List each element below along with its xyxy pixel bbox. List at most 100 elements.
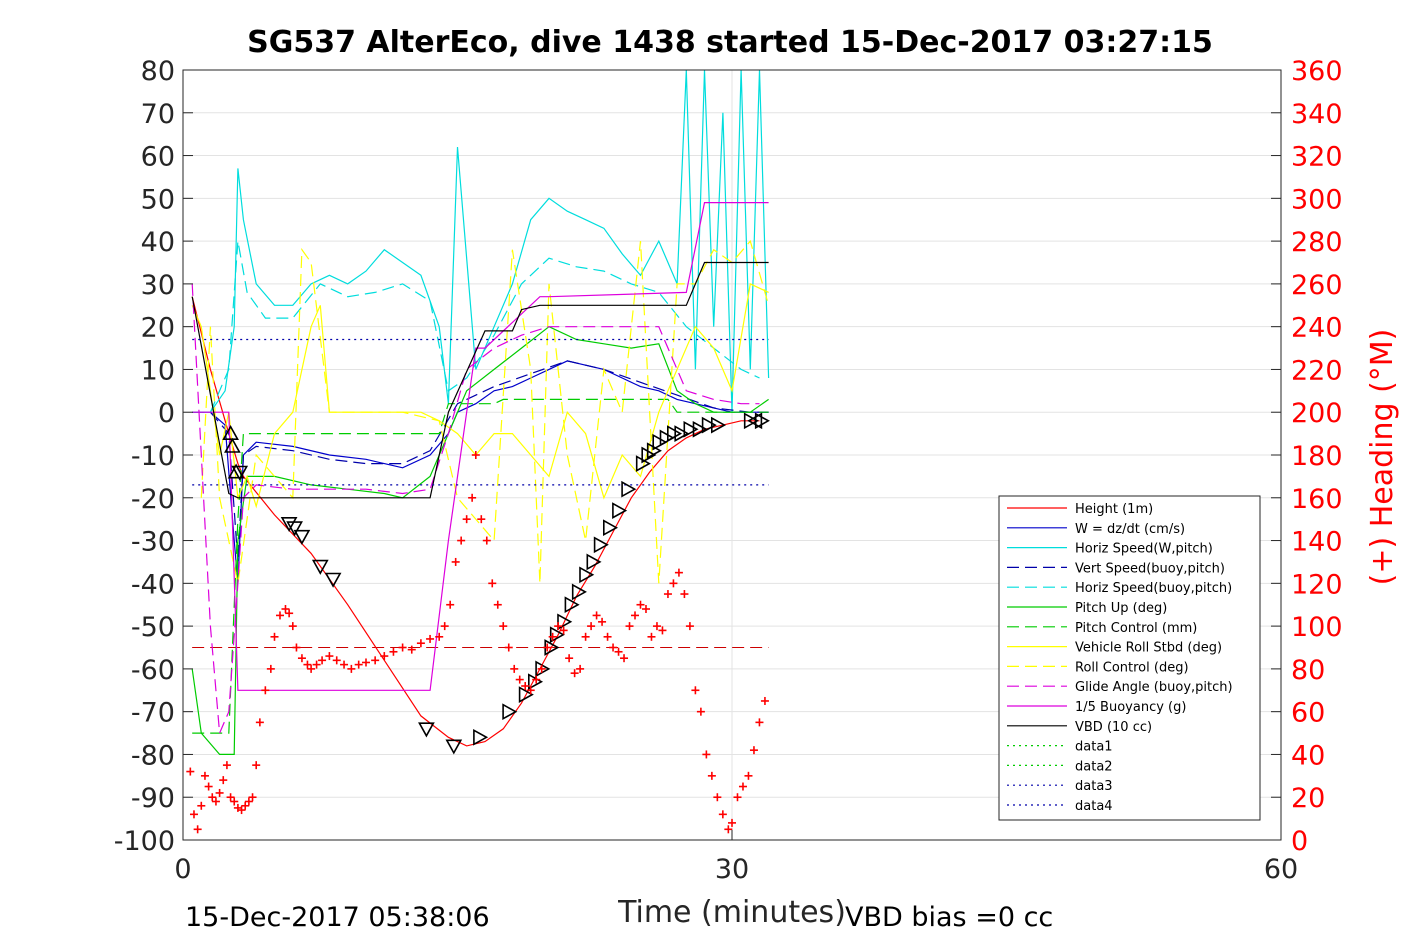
- y-tick-label: -60: [131, 655, 175, 686]
- heading-point: [718, 810, 727, 819]
- heading-point: [416, 639, 425, 648]
- heading-point: [325, 652, 334, 661]
- height-marker: [418, 722, 435, 738]
- height-marker: [586, 553, 602, 571]
- height-marker: [227, 463, 245, 479]
- heading-point: [241, 801, 250, 810]
- x-axis-ticks: 0 30 60: [174, 830, 1298, 885]
- series-line-9: [191, 283, 760, 734]
- series-line-1: [192, 360, 769, 584]
- heading-point: [609, 643, 618, 652]
- heading-point: [208, 793, 217, 802]
- height-marker: [659, 429, 675, 447]
- heading-point: [581, 632, 590, 641]
- y-tick-label: 80: [141, 56, 175, 87]
- height-marker: [652, 433, 668, 451]
- height-marker: [612, 502, 628, 519]
- heading-point: [570, 669, 579, 678]
- series-line-6: [192, 398, 769, 734]
- y-tick-label: 50: [141, 184, 175, 215]
- series-layer: [191, 69, 770, 756]
- legend-label: Pitch Up (deg): [1075, 601, 1167, 616]
- heading-point: [407, 645, 416, 654]
- height-marker: [621, 480, 637, 498]
- heading-point: [587, 622, 596, 631]
- series-line-4: [192, 240, 760, 413]
- legend-label: Glide Angle (buoy,pitch): [1075, 680, 1233, 695]
- legend-box: [998, 495, 1261, 821]
- height-marker: [743, 412, 759, 430]
- heading-point: [266, 664, 275, 673]
- heading-point: [285, 609, 294, 618]
- heading-point: [457, 536, 466, 545]
- heading-point: [620, 654, 629, 663]
- height-marker: [224, 437, 241, 453]
- heading-point: [193, 825, 202, 834]
- heading-point: [340, 660, 349, 669]
- x-tick-label: 30: [715, 854, 749, 885]
- heading-point: [636, 600, 645, 609]
- heading-point: [226, 793, 235, 802]
- heading-point: [669, 579, 678, 588]
- legend-label: Horiz Speed(buoy,pitch): [1075, 581, 1232, 596]
- height-marker: [564, 596, 580, 614]
- heading-point: [380, 652, 389, 661]
- height-marker: [754, 412, 770, 430]
- y2-tick-label: 360: [1291, 56, 1343, 87]
- heading-point: [255, 718, 264, 727]
- legend-label: data1: [1075, 740, 1113, 755]
- heading-point: [680, 590, 689, 599]
- heading-point: [504, 643, 513, 652]
- heading-point: [307, 664, 316, 673]
- height-marker: [674, 425, 690, 442]
- heading-point: [592, 611, 601, 620]
- heading-point: [738, 782, 747, 791]
- legend-label: Vert Speed(buoy,pitch): [1075, 561, 1225, 576]
- legend: Height (1m) W = dz/dt (cm/s) Horiz Speed(W…: [998, 495, 1261, 821]
- height-marker: [527, 673, 544, 691]
- y2-tick-label: 20: [1291, 783, 1325, 814]
- heading-point: [576, 664, 585, 673]
- heading-point: [625, 622, 634, 631]
- heading-point: [482, 536, 491, 545]
- heading-point: [488, 579, 497, 588]
- heading-point: [598, 617, 607, 626]
- heading-point: [565, 654, 574, 663]
- y2-tick-label: 200: [1291, 398, 1343, 429]
- height-marker: [445, 739, 463, 755]
- legend-label: data3: [1075, 779, 1113, 794]
- y2-tick-label: 280: [1291, 227, 1343, 258]
- heading-point: [641, 605, 650, 613]
- heading-point: [471, 451, 480, 459]
- heading-point: [658, 626, 667, 635]
- heading-point: [728, 818, 736, 827]
- heading-point: [354, 660, 363, 669]
- heading-point: [749, 746, 758, 755]
- height-marker: [231, 465, 249, 481]
- y-tick-label: -50: [131, 612, 175, 643]
- heading-point: [559, 626, 568, 635]
- height-marker: [683, 420, 699, 438]
- heading-point: [347, 664, 356, 673]
- height-marker: [324, 572, 342, 588]
- heading-point: [270, 632, 279, 641]
- y-tick-label: 40: [141, 227, 175, 258]
- heading-point: [499, 622, 508, 631]
- heading-point: [647, 632, 656, 641]
- footer-timestamp: 15-Dec-2017 05:38:06: [185, 902, 490, 933]
- heading-point: [724, 825, 733, 834]
- height-marker: [222, 424, 239, 441]
- heading-point: [204, 782, 213, 791]
- series-line-7: [191, 283, 769, 509]
- heading-point: [652, 622, 661, 631]
- legend-label: data2: [1075, 759, 1113, 774]
- heading-point: [389, 647, 398, 656]
- heading-point: [477, 515, 486, 524]
- series-line-2: [192, 69, 770, 413]
- heading-point: [281, 605, 290, 613]
- left-axis-ticks: 80 70 60 50 40 30 20 10 0 -10 -20 -30 -40 -50 -60 -70 -8…: [114, 56, 193, 857]
- heading-point: [398, 643, 407, 652]
- legend-label: VBD (10 cc): [1075, 720, 1152, 735]
- x-axis-label: Time (minutes): [617, 895, 846, 930]
